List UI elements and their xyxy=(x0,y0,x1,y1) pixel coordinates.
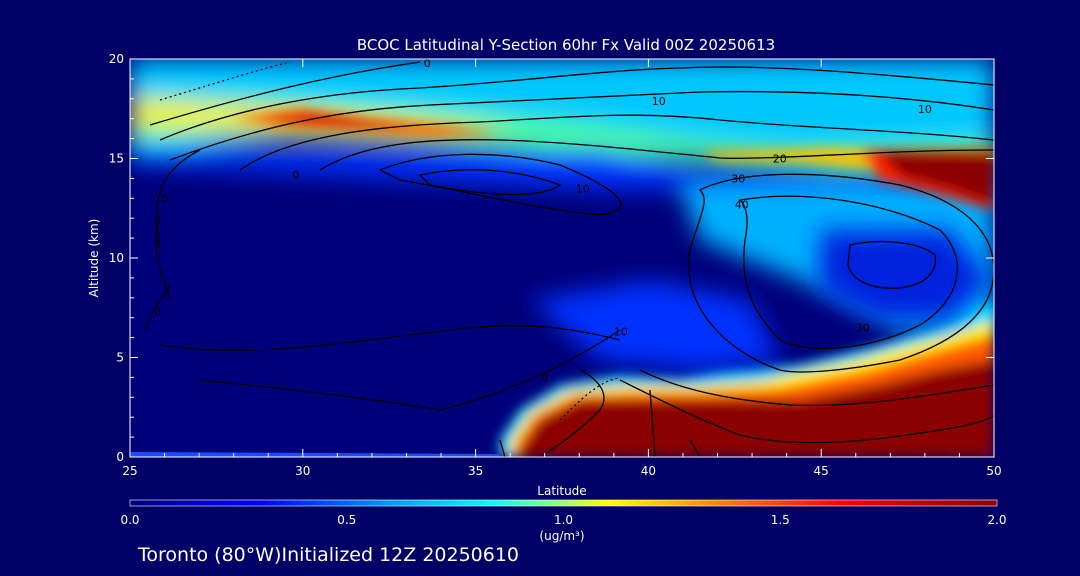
colorbar-tick-label: 1.5 xyxy=(771,513,790,527)
x-tick-label: 45 xyxy=(814,464,829,478)
contour-label: 40 xyxy=(735,198,749,211)
y-tick-label: 10 xyxy=(109,251,124,265)
contour-label: 10 xyxy=(918,103,932,116)
contour-label: 0 xyxy=(154,306,161,319)
contour-label: 0 xyxy=(424,57,431,70)
contour-label: 20 xyxy=(773,153,787,166)
colorbar xyxy=(129,499,998,507)
heatmap-field: 0 10 10 20 30 40 10 0 0 0 10 30 0 xyxy=(130,57,994,457)
x-tick-label: 40 xyxy=(641,464,656,478)
footer-caption: Toronto (80°W)Initialized 12Z 20250610 xyxy=(137,544,519,566)
contour-label: 0 xyxy=(161,192,168,205)
y-tick-label: 5 xyxy=(116,351,124,365)
colorbar-tick-label: 2.0 xyxy=(987,513,1006,527)
axes: 25 30 35 40 45 50 0 5 10 15 20 xyxy=(109,52,1002,478)
colorbar-tick-label: 1.0 xyxy=(554,513,573,527)
x-axis-label: Latitude xyxy=(537,484,586,498)
colorbar-ticks: 0.0 0.5 1.0 1.5 2.0 xyxy=(120,513,1006,527)
colorbar-units: (ug/m³) xyxy=(539,529,584,543)
x-tick-label: 30 xyxy=(295,464,310,478)
contour-label: 0 xyxy=(541,371,548,384)
y-axis-label: Altitude (km) xyxy=(87,219,101,298)
colorbar-tick-label: 0.0 xyxy=(120,513,139,527)
y-tick-label: 0 xyxy=(116,450,124,464)
chart-title: BCOC Latitudinal Y-Section 60hr Fx Valid… xyxy=(357,36,775,54)
contour-labels: 0 10 10 20 30 40 10 0 0 0 10 30 0 xyxy=(154,57,932,384)
x-tick-label: 50 xyxy=(986,464,1001,478)
y-tick-label: 15 xyxy=(109,152,124,166)
contour-label: 10 xyxy=(652,95,666,108)
x-tick-label: 35 xyxy=(468,464,483,478)
y-tick-label: 20 xyxy=(109,52,124,66)
x-tick-label: 25 xyxy=(122,464,137,478)
contour-label: 10 xyxy=(614,326,628,339)
contour-label: 30 xyxy=(731,172,745,185)
contour-label: 30 xyxy=(856,322,870,335)
contour-label: 0 xyxy=(292,168,299,181)
colorbar-tick-label: 0.5 xyxy=(337,513,356,527)
contour-label: 10 xyxy=(576,182,590,195)
